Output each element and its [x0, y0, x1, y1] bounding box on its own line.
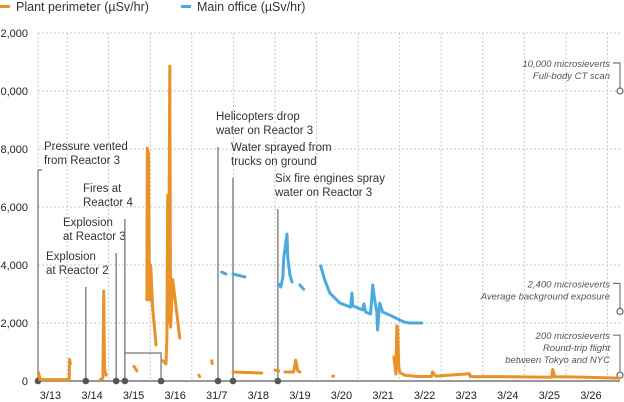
x-tick-label: 3/21: [372, 390, 393, 402]
reference-label: Average background exposure: [480, 291, 610, 302]
reference-bracket: [613, 282, 621, 312]
y-tick-label: 10,000: [0, 86, 28, 98]
legend-swatch-plant: [0, 5, 10, 8]
y-tick-label: 8,000: [0, 144, 28, 156]
event-label: at Reactor 3: [63, 231, 126, 243]
reference-label: 2,400 microsieverts: [527, 279, 611, 290]
plant-perimeter-line: [36, 357, 72, 382]
plant-perimeter-line: [145, 146, 158, 347]
reference-label: Round-trip flight: [543, 343, 610, 354]
x-tick-label: 3/24: [497, 390, 518, 402]
event-label: from Reactor 3: [44, 155, 120, 167]
event-bracket: [124, 352, 162, 381]
plant-perimeter-line: [283, 358, 302, 374]
event-label: water on Reactor 3: [215, 125, 313, 137]
reference-bracket: [613, 334, 621, 376]
reference-label: between Tokyo and NYC: [505, 355, 610, 366]
event-marker: [112, 377, 120, 385]
legend-swatch-office: [181, 5, 191, 8]
x-tick-label: 3/16: [164, 390, 185, 402]
x-tick-label: 3/26: [580, 390, 601, 402]
event-marker: [82, 377, 90, 385]
plant-perimeter-line: [161, 64, 182, 366]
x-tick-label: 3/25: [539, 390, 560, 402]
main-office-line: [220, 270, 228, 276]
legend: Plant perimeter (µSv/hr) Main office (µS…: [0, 0, 305, 14]
x-tick-label: 3/20: [331, 390, 352, 402]
x-tick-label: 3/23: [455, 390, 476, 402]
event-label: at Reactor 2: [46, 265, 109, 277]
event-marker: [121, 377, 129, 385]
x-tick-label: 3/15: [123, 390, 144, 402]
x-tick-label: 3/13: [40, 390, 61, 402]
reference-marker: [616, 87, 624, 95]
plant-perimeter-line: [197, 373, 202, 379]
y-tick-label: 2,000: [0, 318, 28, 330]
x-tick-label: 3/19: [289, 390, 310, 402]
main-office-line: [231, 272, 247, 279]
event-marker: [274, 377, 282, 385]
gridlines: [37, 32, 620, 381]
plant-perimeter-line: [231, 370, 264, 375]
event-marker: [229, 377, 237, 385]
x-tick-label: 31/7: [206, 390, 227, 402]
reference-label: 200 microsieverts: [535, 331, 611, 342]
event-label: Explosion: [63, 217, 113, 229]
reference-label: Full-body CT scan: [533, 71, 610, 82]
event-label: Pressure vented: [44, 141, 128, 153]
x-tick-label: 3/14: [81, 390, 102, 402]
reference-label: 10,000 microsieverts: [522, 59, 610, 70]
plant-perimeter-line: [98, 289, 108, 382]
legend-label-plant: Plant perimeter (µSv/hr): [16, 0, 149, 14]
event-label: Water sprayed from: [231, 142, 332, 154]
y-tick-label: 0: [22, 376, 28, 388]
event-label: Explosion: [46, 251, 96, 263]
x-tick-label: 3/18: [248, 390, 269, 402]
plant-perimeter-line: [132, 365, 139, 373]
event-label: Reactor 4: [83, 197, 133, 209]
event-label: Six fire engines spray: [275, 173, 385, 185]
event-label: trucks on ground: [231, 156, 317, 168]
y-axis: 0 2,000 4,000 6,000 8,000 10,000 12,000: [0, 28, 28, 388]
reference-bracket: [613, 62, 621, 91]
y-tick-label: 4,000: [0, 260, 28, 272]
x-tick-label: 3/22: [414, 390, 435, 402]
event-label: water on Reactor 3: [274, 187, 372, 199]
event-marker: [157, 377, 165, 385]
plant-perimeter-line: [392, 324, 622, 380]
reference-marker: [616, 307, 624, 315]
event-label: Helicopters drop: [216, 111, 300, 123]
main-office-line: [319, 264, 424, 332]
main-office-line: [298, 283, 306, 291]
event-marker: [214, 377, 222, 385]
legend-label-office: Main office (µSv/hr): [197, 0, 305, 14]
series-lines: [36, 64, 622, 382]
event-annotations: Pressure vented from Reactor 3 Explosion at…: [34, 111, 385, 385]
y-tick-label: 6,000: [0, 202, 28, 214]
main-office-line: [277, 232, 294, 289]
plant-perimeter-line: [273, 368, 281, 373]
x-axis: 3/13 3/14 3/15 3/16 31/7 3/18 3/19 3/20 3/21 3/22…: [38, 380, 620, 402]
y-tick-label: 12,000: [0, 28, 28, 40]
event-label: Fires at: [83, 183, 122, 195]
